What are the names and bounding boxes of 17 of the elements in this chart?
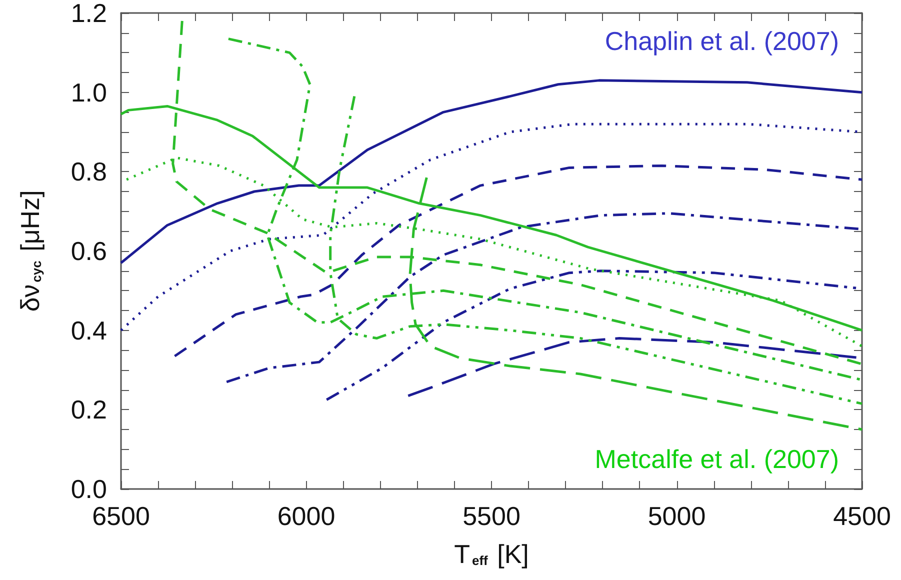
- annotation: Chaplin et al. (2007): [604, 26, 839, 56]
- x-tick-label: 6000: [277, 501, 336, 531]
- y-tick-label: 0.6: [70, 236, 107, 266]
- x-tick-label: 5000: [648, 501, 706, 531]
- y-axis-title: δνcyc [μHz]: [15, 190, 45, 312]
- y-tick-label: 0.0: [70, 474, 107, 504]
- y-tick-label: 0.8: [70, 156, 107, 187]
- x-axis-title: Teff [K]: [454, 539, 529, 569]
- x-tick-label: 4500: [833, 501, 891, 531]
- line-series: [120, 79, 864, 264]
- x-tick-label: 6500: [92, 501, 150, 531]
- y-tick-label: 0.2: [70, 394, 107, 425]
- y-tick-label: 0.4: [70, 315, 107, 346]
- x-tick-label: 5500: [462, 501, 520, 531]
- annotation: Metcalfe et al. (2007): [594, 444, 839, 474]
- y-tick-label: 1.2: [70, 0, 107, 28]
- y-tick-label: 1.0: [70, 77, 107, 108]
